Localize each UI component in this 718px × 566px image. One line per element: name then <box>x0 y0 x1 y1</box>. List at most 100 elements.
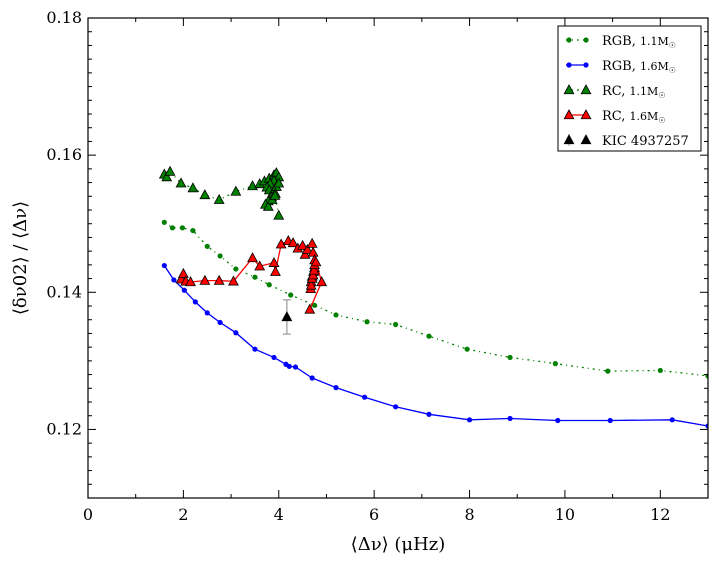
legend-label-main: RGB, <box>602 59 640 74</box>
legend-label-main: RC, <box>602 84 630 99</box>
data-point <box>213 274 225 285</box>
y-tick-label: 0.14 <box>46 282 82 301</box>
data-point <box>181 287 187 293</box>
data-point <box>287 237 299 248</box>
data-point <box>286 363 292 369</box>
legend-label: RGB, 1.1M☉ <box>602 34 676 50</box>
legend-label-mass: 1.1M <box>640 35 669 48</box>
legend-marker <box>563 109 575 120</box>
legend-marker <box>563 134 575 145</box>
data-point <box>305 279 317 290</box>
data-point <box>292 364 299 370</box>
legend-marker <box>566 37 572 43</box>
data-point <box>177 267 189 278</box>
series-2 <box>158 165 285 220</box>
data-point <box>169 225 176 231</box>
data-point <box>307 246 319 257</box>
data-point <box>233 330 239 336</box>
data-point <box>233 266 239 272</box>
data-point <box>307 269 319 280</box>
data-point <box>187 182 199 193</box>
data-point <box>507 354 513 361</box>
data-point <box>161 262 167 269</box>
legend-marker <box>583 37 589 43</box>
data-point <box>393 404 399 410</box>
y-axis-label: ⟨δν02⟩ / ⟨Δν⟩ <box>10 201 31 315</box>
legend-label: RC, 1.6M☉ <box>602 109 665 125</box>
data-point <box>217 253 223 259</box>
data-point <box>333 312 339 318</box>
legend-box <box>557 25 702 152</box>
legend-marker <box>563 84 575 95</box>
x-tick-label: 8 <box>464 505 474 524</box>
series-3 <box>175 235 328 314</box>
data-point <box>171 277 177 283</box>
legend-label-main: RC, <box>602 109 630 124</box>
legend-marker <box>583 62 589 68</box>
series-1 <box>161 262 708 429</box>
data-point <box>161 171 173 182</box>
legend-label-sun: ☉ <box>669 41 676 50</box>
axes-layer: 0 2 4 6 8 10 12 0.12 0.14 0.16 0.18 <box>46 8 709 524</box>
x-tick-label: 2 <box>178 505 188 524</box>
data-point <box>464 346 470 352</box>
data-point <box>230 185 242 196</box>
series-4 <box>281 299 293 335</box>
x-tick-label: 6 <box>369 505 379 524</box>
data-point <box>273 209 285 220</box>
data-point <box>705 423 708 429</box>
data-point <box>254 260 266 271</box>
data-point <box>185 276 196 287</box>
data-point <box>304 303 316 314</box>
y-tick-label: 0.16 <box>46 145 82 164</box>
data-point <box>217 319 223 326</box>
legend-label: RC, 1.1M☉ <box>602 84 665 100</box>
data-point <box>204 310 210 316</box>
legend-label-sun: ☉ <box>658 116 665 125</box>
data-point <box>179 225 186 231</box>
data-point <box>657 367 663 374</box>
legend-label-sun: ☉ <box>669 66 676 75</box>
x-tick-label: 0 <box>83 505 93 524</box>
data-point <box>228 275 239 286</box>
legend-label-main: KIC 4937257 <box>602 134 689 149</box>
data-point <box>199 274 211 285</box>
legend-label-mass: 1.6M <box>630 110 659 123</box>
axes-frame <box>87 17 709 499</box>
data-point <box>605 368 611 374</box>
data-point <box>299 248 311 259</box>
legend-label-main: RGB, <box>602 34 640 49</box>
data-point <box>288 292 294 298</box>
data-point <box>192 299 198 305</box>
legend: RGB, 1.1M☉RGB, 1.6M☉RC, 1.1M☉RC, 1.6M☉KI… <box>557 25 702 152</box>
data-point <box>552 361 558 367</box>
x-tick-label: 10 <box>555 505 575 524</box>
x-axis-label: ⟨Δν⟩ (μHz) <box>351 534 446 555</box>
data-point <box>310 256 322 267</box>
legend-label-mass: 1.1M <box>630 85 659 98</box>
series-0 <box>161 219 708 379</box>
data-point <box>175 177 187 188</box>
data-point <box>213 193 225 204</box>
data-point <box>271 354 277 361</box>
y-tick-label: 0.12 <box>46 419 82 438</box>
legend-label-mass: 1.6M <box>640 60 669 73</box>
data-point <box>275 238 287 249</box>
data-point <box>309 375 315 381</box>
data-point <box>164 165 176 176</box>
data-point <box>669 417 675 423</box>
legend-marker <box>580 109 592 120</box>
data-point <box>190 227 196 234</box>
legend-label: KIC 4937257 <box>602 134 689 149</box>
data-point <box>393 321 399 328</box>
data-point <box>426 411 432 417</box>
legend-entry: RGB, 1.6M☉ <box>566 59 676 75</box>
data-point <box>269 189 281 200</box>
data-point <box>199 189 211 200</box>
data-point <box>555 417 561 424</box>
data-point <box>268 256 280 267</box>
data-point <box>316 276 328 287</box>
data-point <box>270 265 281 276</box>
data-point <box>362 394 368 400</box>
data-point <box>281 311 293 322</box>
